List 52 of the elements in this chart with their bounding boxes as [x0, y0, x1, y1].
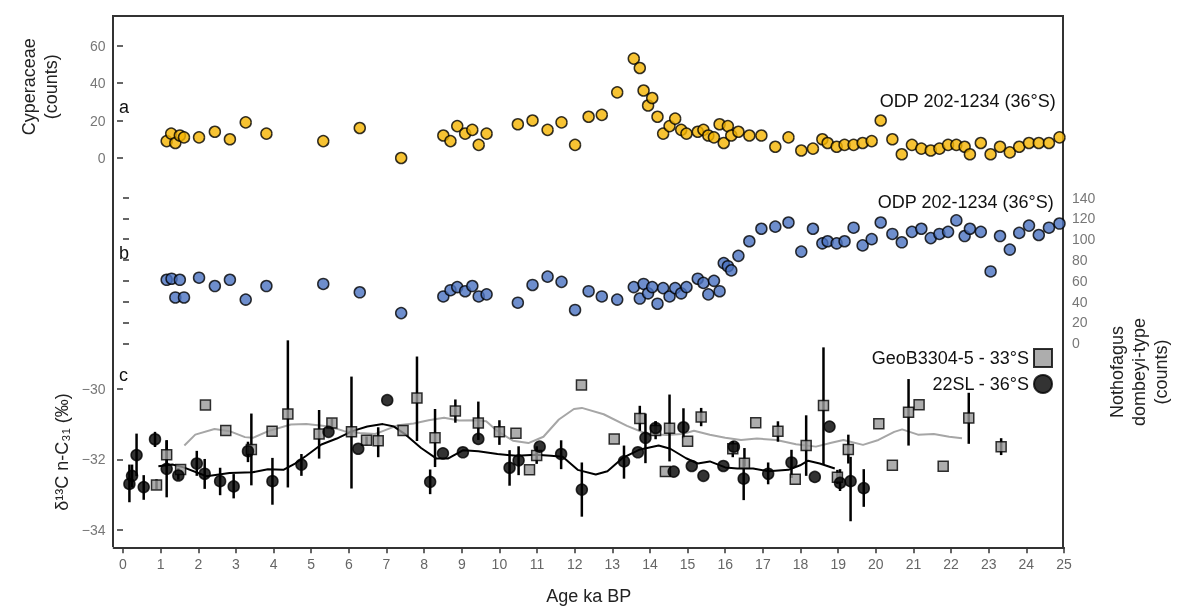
- x-tick-label: 20: [868, 556, 884, 573]
- x-tick-label: 4: [269, 556, 278, 573]
- annotation: ODP 202-1234 (36°S): [879, 91, 1056, 111]
- y-tick-label: 60: [90, 37, 106, 54]
- annotation: a: [119, 97, 130, 117]
- x-tick-label: 15: [679, 556, 696, 573]
- y-axis-title: δ¹³C n-C₃₁ (‰): [52, 393, 72, 511]
- y-tick-label: 20: [1072, 314, 1088, 331]
- y-tick-label: 140: [1072, 189, 1096, 206]
- x-tick-label: 3: [232, 556, 241, 573]
- legend-label: 22SL - 36°S: [932, 374, 1029, 394]
- x-tick-label: 10: [491, 556, 508, 573]
- x-tick-label: 13: [604, 556, 621, 573]
- y-tick-label: −30: [81, 380, 106, 397]
- x-tick-label: 22: [943, 556, 960, 573]
- legend-label: GeoB3304-5 - 33°S: [871, 348, 1029, 368]
- y-tick-label: −34: [81, 521, 106, 538]
- y-tick-label: 0: [97, 150, 106, 166]
- y-axis-title: Cyperaceae (counts): [18, 38, 61, 136]
- x-tick-label: 6: [344, 556, 353, 573]
- y-tick-label: 100: [1072, 231, 1096, 248]
- x-tick-label: 5: [307, 556, 316, 573]
- annotation: ODP 202-1234 (36°S): [877, 192, 1054, 212]
- x-tick-label: 7: [382, 556, 391, 573]
- y-axis-title: Nothofagus dombeyi-type (counts): [1107, 317, 1172, 426]
- x-tick-label: 2: [194, 556, 203, 573]
- annotation: b: [119, 243, 130, 263]
- x-tick-label: 25: [1056, 556, 1072, 573]
- x-tick-label: 17: [755, 556, 771, 573]
- y-tick-label: −32: [81, 451, 106, 468]
- x-tick-label: 19: [830, 556, 847, 573]
- x-tick-label: 8: [420, 556, 429, 573]
- y-tick-label: 20: [90, 112, 106, 129]
- x-tick-label: 0: [119, 556, 128, 573]
- x-tick-label: 14: [642, 556, 658, 573]
- y-tick-label: 40: [1072, 293, 1088, 310]
- x-tick-label: 21: [905, 556, 922, 573]
- x-tick-label: 12: [566, 556, 583, 573]
- x-tick-label: 18: [792, 556, 809, 573]
- x-tick-label: 1: [156, 556, 165, 573]
- x-tick-label: 9: [457, 556, 466, 573]
- y-tick-label: 0: [1072, 335, 1080, 352]
- y-tick-label: 60: [1072, 272, 1088, 289]
- x-axis-title: Age ka BP: [546, 586, 632, 607]
- x-tick-label: 11: [529, 556, 545, 573]
- x-tick-label: 24: [1018, 556, 1035, 573]
- x-tick-label: 23: [980, 556, 997, 573]
- y-tick-label: 120: [1072, 210, 1096, 227]
- y-tick-label: 80: [1072, 251, 1088, 268]
- annotation: c: [119, 365, 128, 385]
- x-tick-label: 16: [717, 556, 734, 573]
- y-tick-label: 40: [90, 75, 106, 91]
